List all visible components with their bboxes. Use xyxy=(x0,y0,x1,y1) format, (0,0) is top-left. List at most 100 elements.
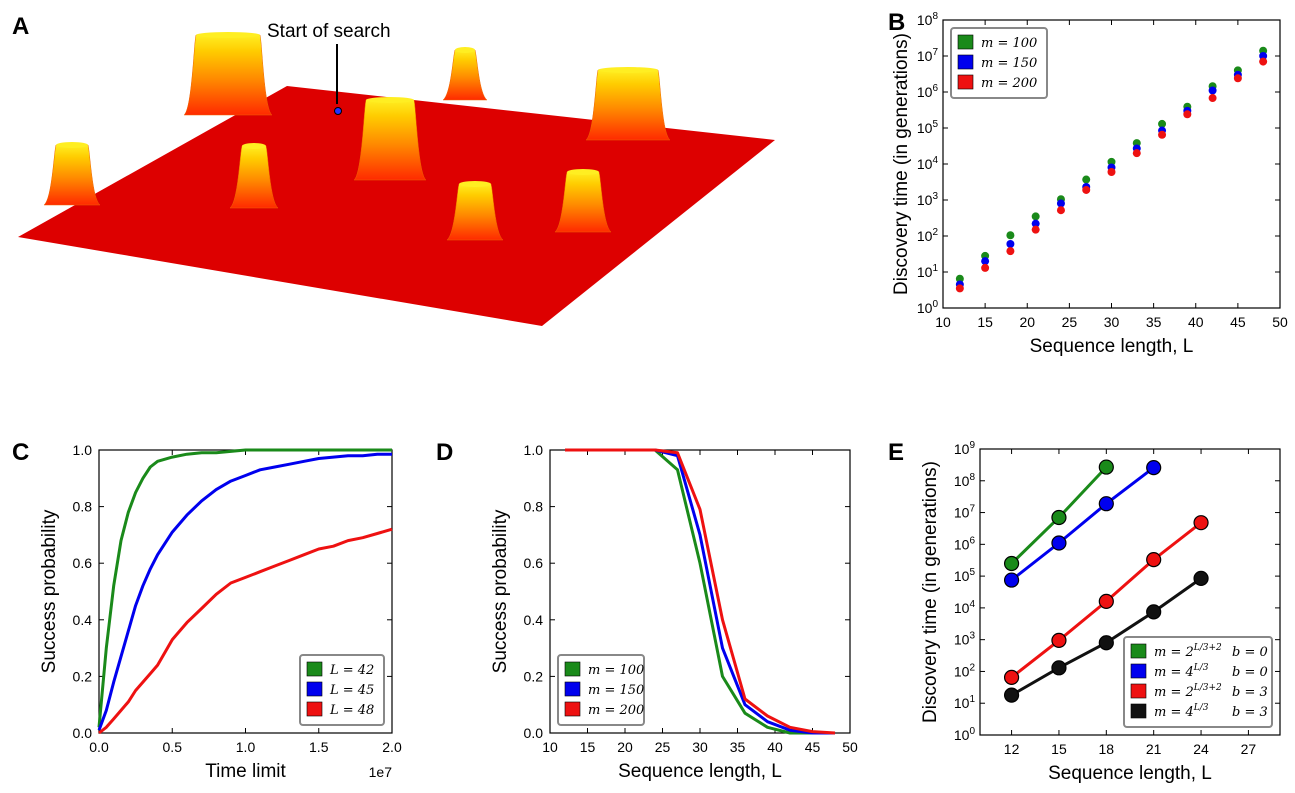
series-point xyxy=(1193,515,1209,531)
series-line xyxy=(565,448,836,735)
series-line xyxy=(98,527,393,735)
legend-swatch xyxy=(1130,663,1147,679)
scatter-point xyxy=(1233,74,1242,83)
y-tick-label: 102 xyxy=(954,662,976,679)
y-tick-label: 100 xyxy=(954,726,976,743)
y-tick-label: 101 xyxy=(954,694,976,711)
series-point xyxy=(1193,570,1209,586)
y-tick-label: 107 xyxy=(954,504,976,521)
x-tick-label: 18 xyxy=(1099,741,1115,757)
x-tick-label: 21 xyxy=(1146,741,1162,757)
panel-b-chart: 10 15 20 25 30 35 40 45 50 100 101 102 103 104 105 106 1… xyxy=(891,11,1288,357)
legend-entry-label: m = 200 xyxy=(588,703,644,718)
x-tick-label: 50 xyxy=(842,739,858,755)
panel-letter-d: D xyxy=(436,439,453,466)
landscape-peak-top xyxy=(56,142,88,148)
series-point xyxy=(1098,593,1114,610)
landscape-peak xyxy=(353,99,427,181)
landscape-peak xyxy=(585,69,671,141)
x-tick-label: 30 xyxy=(1104,314,1120,330)
y-tick-label: 103 xyxy=(954,631,976,648)
x-tick-label: 24 xyxy=(1193,741,1209,757)
x-axis-label: Time limit xyxy=(205,761,286,782)
landscape-peak-top xyxy=(598,67,658,73)
x-tick-label: 0.0 xyxy=(89,739,109,755)
x-tick-label: 35 xyxy=(1146,314,1162,330)
x-tick-label: 45 xyxy=(805,739,821,755)
legend-swatch xyxy=(306,681,323,697)
y-tick-label: 103 xyxy=(917,191,939,208)
x-tick-label: 2.0 xyxy=(382,739,402,755)
y-axis-label: Discovery time (in generations) xyxy=(920,461,941,723)
y-tick-label: 108 xyxy=(917,11,939,28)
landscape-peak xyxy=(43,144,101,206)
y-tick-label: 0.6 xyxy=(524,555,544,571)
x-tick-label: 35 xyxy=(730,739,746,755)
x-tick-label: 12 xyxy=(1004,741,1020,757)
legend-entry-label: L = 45 xyxy=(329,683,374,698)
y-tick-label: 102 xyxy=(917,227,939,244)
y-tick-label: 0.4 xyxy=(524,612,544,628)
scatter-point xyxy=(1107,157,1116,166)
x-tick-label: 27 xyxy=(1241,741,1257,757)
legend-swatch xyxy=(957,74,974,90)
y-tick-label: 105 xyxy=(954,567,976,584)
scatter-point xyxy=(1031,212,1040,221)
y-tick-label: 105 xyxy=(917,119,939,136)
y-tick-label: 0.8 xyxy=(524,499,544,515)
y-axis-label: Success probability xyxy=(490,509,511,673)
legend-box xyxy=(1123,636,1273,728)
landscape-peak-top xyxy=(455,47,475,53)
legend-swatch xyxy=(957,34,974,50)
legend-entry-label: m = 2L/3+2 b = 0 xyxy=(1154,643,1268,660)
series-line xyxy=(97,452,392,731)
legend-swatch xyxy=(1130,703,1147,719)
legend-entry-label: L = 48 xyxy=(329,703,374,718)
y-tick-label: 107 xyxy=(917,47,939,64)
legend-entry-label: m = 4L/3 b = 0 xyxy=(1154,663,1268,680)
y-tick-label: 108 xyxy=(954,472,976,489)
panel-c-chart: 0.0 0.5 1.0 1.5 2.0 0.0 0.2 0.4 0.6 0.8 1.0 L = 42 L… xyxy=(39,442,402,782)
scatter-point xyxy=(1056,206,1065,215)
series-point xyxy=(1146,459,1162,476)
scatter-point xyxy=(955,284,964,293)
legend-entry-label: m = 4L/3 b = 3 xyxy=(1154,703,1268,720)
y-tick-label: 100 xyxy=(917,299,939,316)
landscape-peak-top xyxy=(196,32,260,38)
y-tick-label: 109 xyxy=(954,440,976,457)
x-tick-label: 0.5 xyxy=(163,739,183,755)
y-tick-label: 106 xyxy=(917,83,939,100)
series-point xyxy=(1098,635,1114,651)
series-point xyxy=(1146,604,1162,620)
y-tick-label: 0.2 xyxy=(524,668,544,684)
x-tick-label: 25 xyxy=(655,739,671,755)
series-point xyxy=(1051,509,1067,526)
series-point xyxy=(1098,459,1114,475)
landscape-peak xyxy=(183,34,273,116)
landscape-peak-top xyxy=(242,143,266,149)
scatter-point xyxy=(1082,175,1091,184)
legend-swatch xyxy=(564,661,581,677)
series-point xyxy=(1051,632,1067,648)
x-tick-label: 1.5 xyxy=(309,739,329,755)
scatter-point xyxy=(981,263,990,272)
scatter-point xyxy=(1208,94,1217,103)
x-tick-label: 45 xyxy=(1230,314,1246,330)
x-tick-label: 20 xyxy=(1019,314,1035,330)
landscape-peak xyxy=(442,49,488,101)
x-tick-label: 15 xyxy=(580,739,596,755)
scatter-point xyxy=(1208,86,1217,95)
legend-entry-label: m = 100 xyxy=(981,36,1037,51)
scatter-point xyxy=(1132,149,1141,158)
series-point xyxy=(1003,669,1020,685)
panel-letter-e: E xyxy=(888,439,904,466)
legend-swatch xyxy=(306,701,323,717)
scatter-point xyxy=(1158,119,1167,128)
x-tick-label: 15 xyxy=(977,314,993,330)
x-tick-label: 40 xyxy=(1188,314,1204,330)
y-tick-label: 1.0 xyxy=(73,442,93,458)
y-tick-label: 0.8 xyxy=(73,499,93,515)
x-tick-label: 20 xyxy=(617,739,633,755)
scatter-point xyxy=(1082,185,1091,194)
y-axis-label: Success probability xyxy=(39,509,60,673)
